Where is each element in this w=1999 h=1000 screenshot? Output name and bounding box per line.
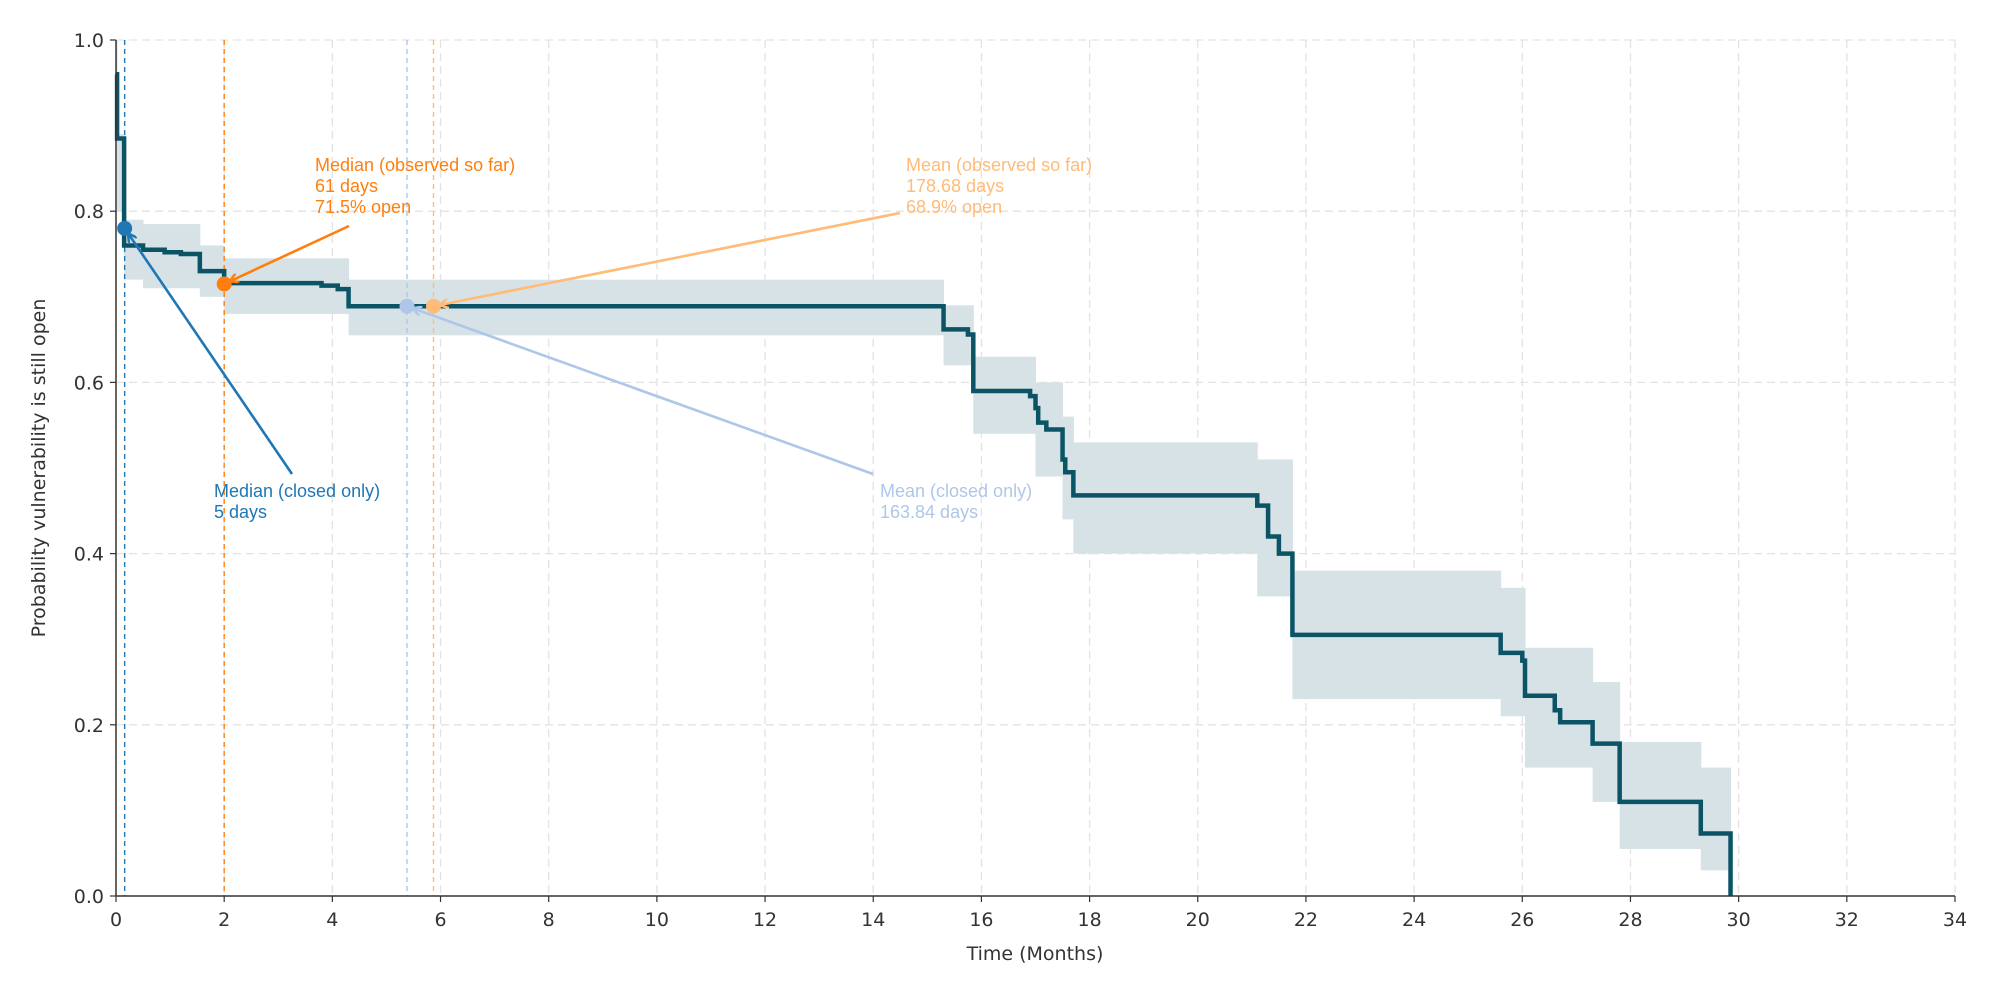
median-observed-label: 61 days — [315, 176, 378, 196]
x-tick-label: 16 — [969, 909, 993, 931]
grid — [116, 39, 1956, 896]
median-closed-marker — [117, 220, 133, 236]
x-tick-label: 26 — [1510, 909, 1534, 931]
y-axis-label: Probability vulnerability is still open — [28, 299, 50, 638]
mean-observed-label: Mean (observed so far) — [906, 155, 1092, 175]
x-tick-label: 2 — [218, 909, 230, 931]
mean-closed-label: 163.84 days — [880, 502, 978, 522]
x-tick-label: 22 — [1294, 909, 1318, 931]
mean-observed-label: 68.9% open — [906, 197, 1002, 217]
confidence-band-segment — [1700, 767, 1732, 871]
median-closed-arrow — [129, 234, 294, 475]
x-axis-label: Time (Months) — [966, 943, 1104, 965]
x-tick-label: 10 — [645, 909, 669, 931]
median-closed-label: 5 days — [214, 502, 267, 522]
x-tick-label: 24 — [1402, 909, 1426, 931]
x-tick-label: 8 — [543, 909, 555, 931]
x-tick-label: 0 — [110, 909, 122, 931]
x-tick-label: 4 — [326, 909, 338, 931]
mean-closed-label: Mean (closed only) — [880, 481, 1032, 501]
y-tick-label: 0.6 — [74, 372, 104, 394]
x-tick-label: 34 — [1943, 909, 1967, 931]
annotation-arrows — [129, 211, 901, 476]
x-tick-label: 14 — [861, 909, 885, 931]
confidence-band-segment — [1524, 647, 1594, 768]
x-tick-label: 28 — [1618, 909, 1642, 931]
median-closed-label: Median (closed only) — [214, 481, 380, 501]
confidence-band-segment — [117, 134, 125, 212]
y-tick-label: 0.0 — [74, 886, 104, 908]
x-tick-label: 6 — [434, 909, 446, 931]
x-tick-label: 18 — [1077, 909, 1101, 931]
confidence-band-segment — [1073, 442, 1258, 554]
median-observed-label: Median (observed so far) — [315, 155, 515, 175]
median-observed-arrow — [231, 224, 350, 281]
confidence-band-segment — [1257, 459, 1293, 597]
x-tick-label: 20 — [1186, 909, 1210, 931]
y-tick-label: 0.8 — [74, 201, 104, 223]
annotations: Median (closed only)5 days Median (observ… — [214, 155, 1092, 522]
median-observed-label: 71.5% open — [315, 197, 411, 217]
x-tick-label: 30 — [1727, 909, 1751, 931]
median-observed-marker — [216, 276, 232, 292]
axes: 0 2 4 6 8 10 12 14 16 18 20 22 24 26 28 30 32 340.00.20.4… — [74, 30, 1967, 931]
annotation-markers — [117, 220, 441, 314]
y-tick-label: 0.2 — [74, 715, 104, 737]
x-tick-label: 12 — [753, 909, 777, 931]
mean-closed-arrow — [414, 309, 874, 476]
mean-closed-marker — [399, 298, 415, 314]
mean-observed-label: 178.68 days — [906, 176, 1004, 196]
confidence-band-segment — [1062, 416, 1074, 520]
mean-observed-arrow — [440, 211, 901, 305]
y-tick-label: 0.4 — [74, 544, 104, 566]
survival-curve — [114, 71, 1733, 896]
confidence-band-segment — [1619, 741, 1702, 849]
mean-observed-marker — [425, 298, 441, 314]
x-tick-label: 32 — [1835, 909, 1859, 931]
confidence-band-segment — [973, 356, 1036, 434]
y-tick-label: 1.0 — [74, 30, 104, 52]
reference-lines — [123, 40, 435, 896]
